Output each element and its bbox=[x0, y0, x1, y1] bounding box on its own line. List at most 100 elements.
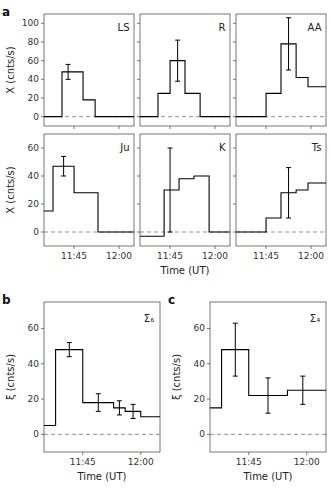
x-tick bbox=[266, 126, 267, 129]
plot-area bbox=[210, 323, 326, 434]
plot-frame bbox=[140, 14, 230, 126]
x-axis-label: Time (UT) bbox=[77, 471, 127, 482]
error-bar bbox=[168, 148, 173, 232]
x-tick bbox=[170, 246, 171, 249]
y-tick-label: 0 bbox=[33, 429, 39, 439]
y-tick bbox=[137, 23, 140, 24]
x-tick-label: 11:45 bbox=[236, 457, 262, 467]
x-tick bbox=[74, 126, 75, 129]
panel-letter: c bbox=[168, 293, 175, 307]
plot-area bbox=[236, 18, 326, 117]
y-tick bbox=[41, 60, 44, 61]
y-tick-label: 40 bbox=[194, 359, 206, 369]
y-tick bbox=[41, 399, 44, 400]
panel-label: Σ₄ bbox=[310, 313, 320, 324]
zero-line bbox=[210, 434, 326, 435]
x-tick bbox=[248, 452, 249, 455]
panel: 020406011:4512:00Σ₆ξ (cnts/s)Time (UT)b bbox=[2, 293, 160, 482]
y-tick bbox=[41, 363, 44, 364]
step-line bbox=[236, 44, 326, 117]
panel-label: Ts bbox=[311, 142, 322, 153]
error-bar bbox=[175, 40, 180, 81]
x-tick bbox=[311, 246, 312, 249]
y-tick bbox=[233, 23, 236, 24]
x-tick bbox=[119, 126, 120, 129]
y-tick-label: 40 bbox=[28, 74, 40, 84]
y-tick-label: 60 bbox=[28, 323, 40, 333]
panel-label: LS bbox=[118, 22, 130, 33]
y-tick bbox=[41, 79, 44, 80]
step-line bbox=[140, 176, 230, 236]
y-tick bbox=[137, 232, 140, 233]
error-bar bbox=[286, 168, 291, 218]
y-tick bbox=[233, 232, 236, 233]
x-tick bbox=[215, 126, 216, 129]
y-axis-label: X (cnts/s) bbox=[5, 46, 16, 93]
y-tick bbox=[233, 204, 236, 205]
x-tick-label: 11:45 bbox=[157, 251, 183, 261]
panel: 11:4512:00Ts bbox=[233, 134, 326, 261]
panel-label: AA bbox=[308, 22, 322, 33]
y-tick-label: 40 bbox=[28, 359, 40, 369]
panel-letter: b bbox=[2, 293, 11, 307]
y-axis-label: ξ (cnts/s) bbox=[5, 354, 16, 400]
y-tick-label: 100 bbox=[22, 18, 39, 28]
x-tick bbox=[74, 246, 75, 249]
y-tick bbox=[137, 42, 140, 43]
y-tick-label: 60 bbox=[28, 143, 40, 153]
y-tick bbox=[233, 176, 236, 177]
y-tick-label: 20 bbox=[194, 394, 206, 404]
error-bar bbox=[131, 404, 136, 418]
zero-line bbox=[44, 434, 160, 435]
y-tick bbox=[41, 328, 44, 329]
x-tick bbox=[119, 246, 120, 249]
plot-area bbox=[140, 148, 230, 236]
x-tick bbox=[170, 126, 171, 129]
y-tick-label: 0 bbox=[33, 112, 39, 122]
step-line bbox=[140, 61, 230, 117]
x-tick-label: 12:00 bbox=[106, 251, 132, 261]
plot-area bbox=[44, 343, 160, 435]
y-tick bbox=[233, 79, 236, 80]
x-axis-label: Time (UT) bbox=[160, 265, 210, 276]
y-tick-label: 0 bbox=[199, 429, 205, 439]
y-tick-label: 20 bbox=[28, 394, 40, 404]
y-tick bbox=[41, 98, 44, 99]
x-tick bbox=[140, 452, 141, 455]
error-bar bbox=[233, 323, 238, 376]
panel: 020406011:4512:00JuX (cnts/s) bbox=[5, 134, 134, 261]
y-axis-label: X (cnts/s) bbox=[5, 166, 16, 213]
y-tick bbox=[41, 116, 44, 117]
x-tick bbox=[306, 452, 307, 455]
y-tick-label: 80 bbox=[28, 37, 40, 47]
error-bar bbox=[286, 18, 291, 70]
plot-area bbox=[236, 168, 326, 232]
panel-label: K bbox=[219, 142, 226, 153]
x-tick-label: 11:45 bbox=[253, 251, 279, 261]
y-tick bbox=[233, 116, 236, 117]
panel: AA bbox=[233, 14, 326, 129]
y-tick bbox=[137, 116, 140, 117]
y-tick-label: 0 bbox=[33, 227, 39, 237]
y-tick bbox=[41, 434, 44, 435]
y-tick bbox=[41, 176, 44, 177]
error-bar bbox=[67, 343, 72, 357]
background bbox=[0, 0, 330, 501]
y-tick bbox=[137, 60, 140, 61]
y-tick-label: 40 bbox=[28, 171, 40, 181]
y-tick bbox=[137, 148, 140, 149]
error-bar bbox=[300, 376, 305, 404]
panel: 020406011:4512:00Σ₄ξ (cnts/s)Time (UT)c bbox=[168, 293, 326, 482]
plot-frame bbox=[236, 134, 326, 246]
panel: R bbox=[137, 14, 230, 129]
y-tick-label: 20 bbox=[28, 93, 40, 103]
step-line bbox=[44, 166, 134, 232]
figure: 0 20 40 60 80 100 LS X (cnts/s) a R AA 0 20 40 60 11:45… bbox=[0, 0, 330, 501]
y-tick bbox=[137, 79, 140, 80]
plot-area bbox=[140, 40, 230, 117]
panel-label: Σ₆ bbox=[144, 313, 154, 324]
y-tick bbox=[233, 98, 236, 99]
y-tick bbox=[41, 204, 44, 205]
plot-frame bbox=[140, 134, 230, 246]
panel-letter: a bbox=[2, 5, 10, 19]
